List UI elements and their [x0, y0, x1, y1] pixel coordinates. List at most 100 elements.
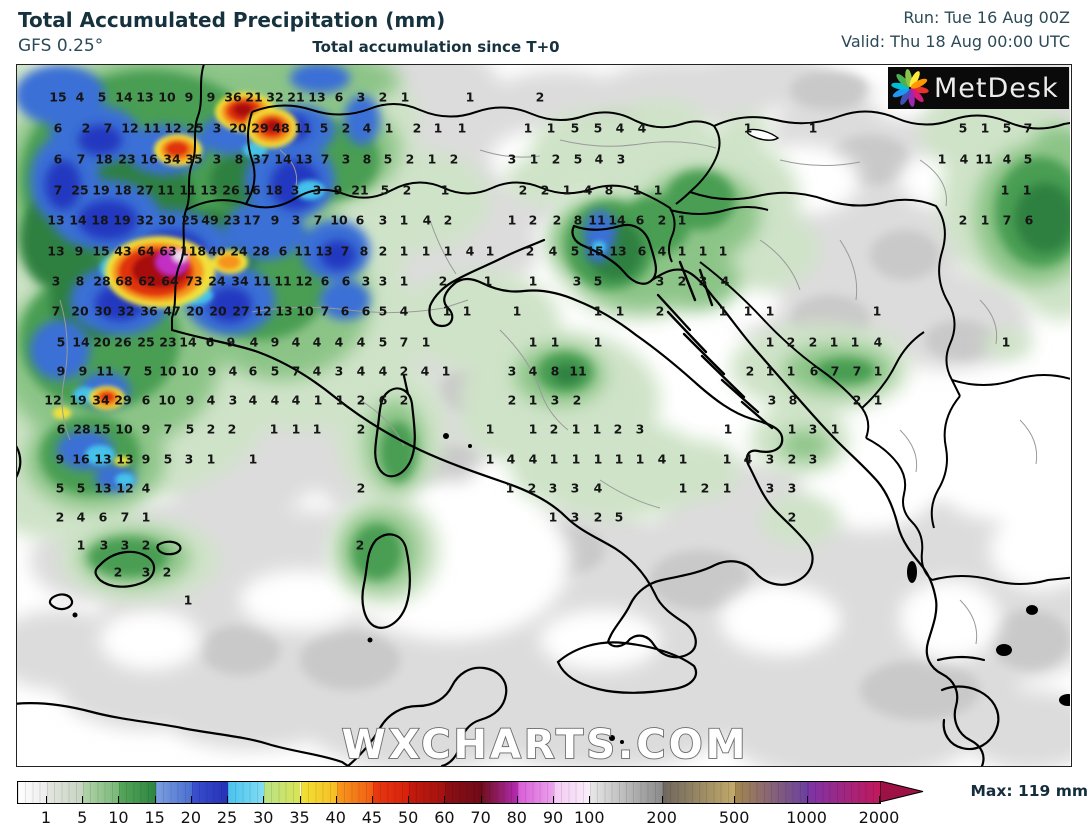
precip-value: 7 — [313, 212, 323, 228]
logo-starburst-icon — [891, 69, 929, 107]
precip-value: 5 — [163, 451, 173, 467]
precip-value: 1 — [528, 273, 538, 289]
precip-value: 8 — [359, 243, 369, 259]
colorbar-arrow — [880, 781, 924, 802]
precip-value: 6 — [98, 509, 108, 525]
precip-value: 10 — [330, 212, 348, 228]
precip-value: 1 — [787, 421, 797, 437]
precip-value: 3 — [507, 151, 517, 167]
precip-value: 7 — [120, 509, 130, 525]
precip-value: 2 — [55, 509, 65, 525]
precip-value: 4 — [248, 392, 258, 408]
precip-value: 1 — [722, 480, 732, 496]
precip-value: 5 — [614, 509, 624, 525]
precip-value: 3 — [550, 392, 560, 408]
precip-value: 3 — [184, 451, 194, 467]
precip-value: 1 — [421, 243, 431, 259]
precip-value: 36 — [140, 303, 158, 319]
precip-value: 21 — [245, 89, 263, 105]
precip-value: 1 — [743, 120, 753, 136]
precip-value: 6 — [334, 89, 344, 105]
precip-value: 2 — [405, 151, 415, 167]
precip-value: 1 — [678, 451, 688, 467]
precip-value: 4 — [1002, 151, 1012, 167]
precip-value: 1 — [427, 151, 437, 167]
precip-value: 15 — [586, 243, 604, 259]
precip-value: 2 — [399, 363, 409, 379]
precip-value: 37 — [252, 151, 270, 167]
precip-value: 9 — [206, 89, 216, 105]
precip-value: 4 — [249, 334, 259, 350]
precip-value: 6 — [378, 392, 388, 408]
precip-value: 12 — [164, 120, 182, 136]
precip-value: 2 — [227, 421, 237, 437]
colorbar-scale — [17, 781, 881, 804]
precip-value: 3 — [572, 273, 582, 289]
precip-value: 2 — [443, 212, 453, 228]
valid-timestamp: Valid: Thu 18 Aug 00:00 UTC — [841, 32, 1070, 51]
precip-value: 4 — [312, 363, 322, 379]
precip-value: 2 — [518, 182, 528, 198]
precip-value: 4 — [465, 243, 475, 259]
run-timestamp: Run: Tue 16 Aug 00Z — [903, 8, 1070, 27]
precip-value: 5 — [383, 151, 393, 167]
precip-value: 14 — [115, 89, 133, 105]
precip-value: 4 — [506, 451, 516, 467]
precip-value: 1 — [549, 451, 559, 467]
precip-value: 10 — [181, 363, 199, 379]
precip-value: 5 — [1002, 120, 1012, 136]
precip-value: 1 — [830, 421, 840, 437]
precip-value: 5 — [143, 363, 153, 379]
precip-value: 11 — [294, 120, 312, 136]
precip-value: 1 — [546, 120, 556, 136]
precip-value: 3 — [291, 212, 301, 228]
precip-value: 2 — [787, 451, 797, 467]
precip-value: 9 — [184, 89, 194, 105]
precip-value: 4 — [615, 120, 625, 136]
precip-value: 4 — [399, 303, 409, 319]
precip-value: 13 — [275, 303, 293, 319]
precip-value: 1 — [248, 451, 258, 467]
precip-value: 13 — [47, 212, 65, 228]
precip-value: 10 — [159, 363, 177, 379]
precip-value: 1 — [313, 392, 323, 408]
precip-value: 9 — [78, 363, 88, 379]
precip-value: 1 — [465, 89, 475, 105]
precip-value: 6 — [809, 363, 819, 379]
precip-value: 4 — [291, 334, 301, 350]
colorbar-tick-label: 10 — [108, 808, 129, 827]
precip-value: 18 — [91, 212, 109, 228]
precip-value: 2 — [402, 182, 412, 198]
precip-value: 5 — [958, 120, 968, 136]
precip-value: 1 — [937, 151, 947, 167]
precip-value: 23 — [223, 212, 241, 228]
colorbar-segment — [554, 782, 591, 803]
precip-value: 3 — [655, 273, 665, 289]
precip-value: 4 — [270, 392, 280, 408]
precip-value: 1 — [718, 243, 728, 259]
precip-value: 2 — [852, 392, 862, 408]
precip-value: 3 — [765, 451, 775, 467]
precip-value: 14 — [274, 151, 292, 167]
precip-value: 4 — [356, 334, 366, 350]
precip-value: 1 — [678, 480, 688, 496]
precip-value: 1 — [529, 151, 539, 167]
precip-value: 1 — [399, 273, 409, 289]
precip-value: 20 — [93, 334, 111, 350]
precip-value: 4 — [141, 480, 151, 496]
precip-value: 3 — [212, 151, 222, 167]
precip-value: 2 — [525, 243, 535, 259]
precip-value: 9 — [270, 334, 280, 350]
precip-value: 1 — [765, 363, 775, 379]
precip-value: 2 — [527, 480, 537, 496]
precip-value: 3 — [507, 363, 517, 379]
precip-value: 13 — [136, 89, 154, 105]
precip-value: 6 — [1024, 212, 1034, 228]
precip-value: 1 — [808, 120, 818, 136]
colorbar-segment — [228, 782, 265, 803]
colorbar-tick-label: 50 — [397, 808, 419, 827]
precip-value: 11 — [569, 363, 587, 379]
precip-value: 10 — [296, 303, 314, 319]
precip-value: 4 — [356, 363, 366, 379]
precip-value: 1 — [850, 334, 860, 350]
